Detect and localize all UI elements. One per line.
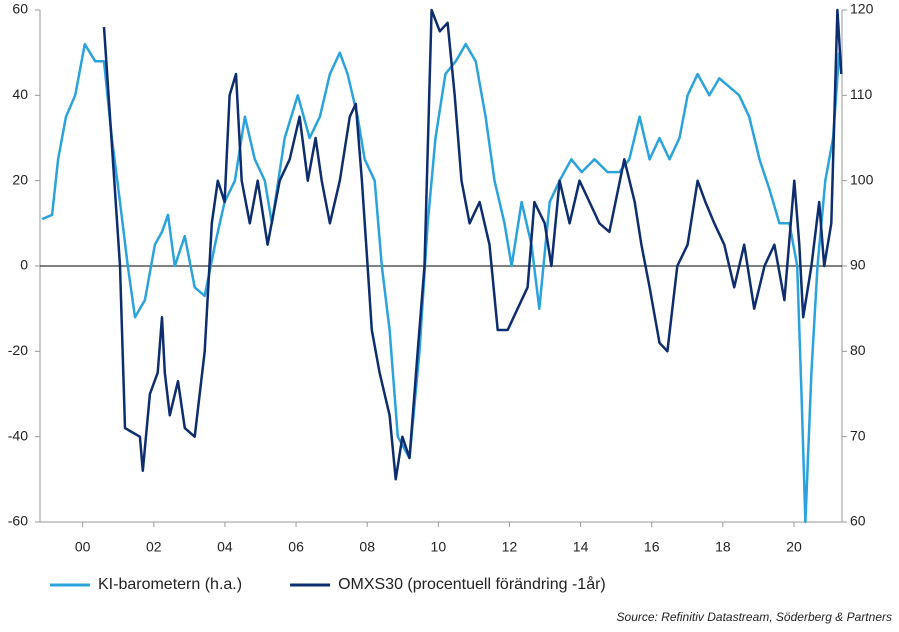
y2-tick-label: 80 [850,342,866,358]
x-tick-label: 08 [359,539,375,555]
x-tick-label: 16 [644,539,660,555]
y-tick-label: 40 [12,86,28,102]
x-tick-label: 20 [786,539,802,555]
y-tick-label: -20 [8,342,28,358]
y2-tick-label: 120 [850,1,874,17]
series-line [102,8,843,481]
y2-tick-label: 60 [850,513,866,529]
x-tick-label: 06 [288,539,304,555]
x-tick-label: 10 [431,539,447,555]
source: Source: Refinitiv Datastream, Söderberg … [617,610,892,624]
legend-label: OMXS30 (procentuell förändring -1år) [338,575,606,593]
x-tick-label: 02 [146,539,162,555]
x-tick-label: 18 [715,539,731,555]
series-line [41,42,841,524]
y-tick-label: -40 [8,427,28,443]
legend-label: KI-barometern (h.a.) [98,576,242,593]
y2-tick-label: 90 [850,257,866,273]
x-tick-label: 14 [573,539,589,555]
y-tick-label: 60 [12,1,28,17]
y-tick-label: -60 [8,513,28,529]
y-tick-label: 20 [12,171,28,187]
y2-tick-label: 100 [850,171,874,187]
y2-tick-label: 70 [850,427,866,443]
x-tick-label: 04 [217,539,233,555]
x-tick-label: 00 [75,539,91,555]
y-tick-label: 0 [20,257,28,273]
x-tick-label: 12 [502,539,518,555]
y2-tick-label: 110 [850,86,873,102]
